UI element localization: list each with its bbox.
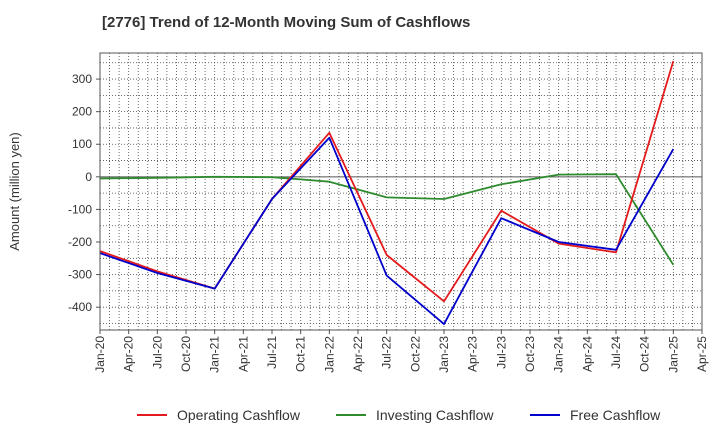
x-tick-label: Jul-20 — [150, 336, 164, 369]
x-tick-label: Oct-22 — [408, 336, 422, 372]
x-tick-label: Jul-21 — [265, 336, 279, 369]
legend: Operating Cashflow Investing Cashflow Free… — [137, 407, 661, 423]
x-tick-label: Apr-23 — [466, 336, 480, 372]
x-tick-label: Apr-22 — [351, 336, 365, 372]
x-tick-label: Jul-22 — [380, 336, 394, 369]
x-tick-label: Jan-23 — [437, 336, 451, 373]
y-tick-label: -100 — [68, 202, 92, 216]
y-axis-ticks: 300 200 100 0 -100 -200 -300 -400 — [68, 72, 100, 314]
x-tick-label: Apr-21 — [236, 336, 250, 372]
grid — [100, 53, 702, 330]
y-axis-title: Amount (million yen) — [7, 132, 22, 251]
x-tick-label: Apr-24 — [580, 336, 594, 372]
x-tick-label: Jan-24 — [552, 336, 566, 373]
y-tick-label: -200 — [68, 235, 92, 249]
legend-label: Free Cashflow — [570, 407, 661, 423]
x-axis-ticks: Jan-20 Apr-20 Jul-20 Oct-20 Jan-21 Apr-21 Jul-… — [93, 330, 709, 373]
series-line-operating-cashflow — [99, 60, 675, 303]
y-tick-label: 300 — [72, 72, 92, 86]
x-tick-label: Jan-22 — [322, 336, 336, 373]
legend-label: Investing Cashflow — [376, 407, 494, 423]
x-tick-label: Oct-21 — [294, 336, 308, 372]
y-tick-label: -400 — [68, 300, 92, 314]
plot-frame — [99, 52, 703, 331]
x-tick-label: Apr-20 — [122, 336, 136, 372]
x-tick-label: Oct-24 — [638, 336, 652, 372]
x-tick-label: Jul-23 — [494, 336, 508, 369]
y-tick-label: 200 — [72, 105, 92, 119]
legend-label: Operating Cashflow — [177, 407, 301, 423]
x-tick-label: Jan-25 — [666, 336, 680, 373]
x-tick-label: Jan-21 — [208, 336, 222, 373]
x-tick-label: Apr-25 — [695, 336, 709, 372]
x-tick-label: Jul-24 — [609, 336, 623, 369]
series-layer — [99, 60, 675, 326]
x-tick-label: Jan-20 — [93, 336, 107, 373]
y-tick-label: 100 — [72, 137, 92, 151]
x-tick-label: Oct-20 — [179, 336, 193, 372]
y-tick-label: -300 — [68, 268, 92, 282]
series-line-investing-cashflow — [99, 173, 675, 266]
x-tick-label: Oct-23 — [523, 336, 537, 372]
chart-title: [2776] Trend of 12-Month Moving Sum of C… — [102, 14, 471, 31]
y-tick-label: 0 — [85, 170, 92, 184]
